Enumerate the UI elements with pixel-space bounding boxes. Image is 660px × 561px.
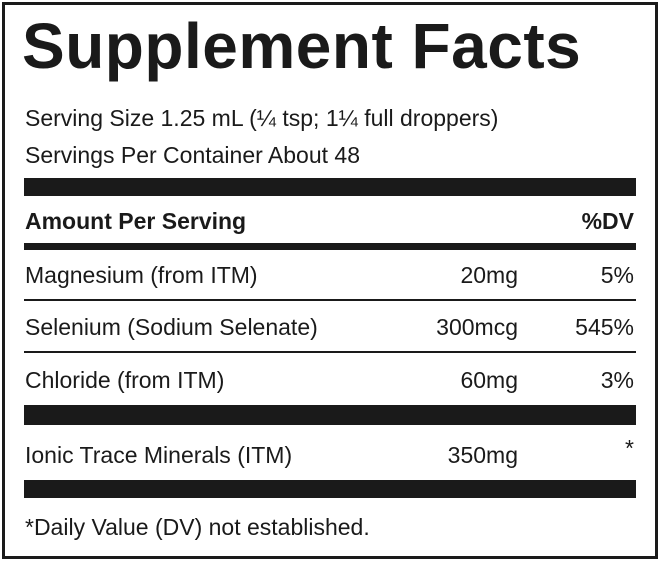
thin-rule: [24, 299, 636, 301]
row-amount: 300mcg: [436, 314, 518, 340]
thick-rule: [24, 178, 636, 196]
amount-header: Amount Per Serving: [25, 208, 247, 234]
thick-rule: [24, 405, 636, 425]
row-dv: 545%: [575, 314, 634, 340]
thick-rule: [24, 480, 636, 498]
medium-rule: [24, 243, 636, 250]
row-name: Chloride (from ITM): [25, 367, 225, 393]
row-amount: 350mg: [447, 442, 518, 468]
servings-per-container: Servings Per Container About 48: [25, 142, 360, 168]
footnote: *Daily Value (DV) not established.: [25, 514, 370, 540]
row-name: Ionic Trace Minerals (ITM): [25, 442, 293, 468]
dv-header: %DV: [581, 208, 634, 234]
title: Supplement Facts: [22, 10, 582, 82]
row-amount: 20mg: [460, 262, 518, 288]
row-dv: 3%: [600, 367, 634, 393]
row-name: Magnesium (from ITM): [25, 262, 258, 288]
row-name: Selenium (Sodium Selenate): [25, 314, 318, 340]
serving-size: Serving Size 1.25 mL (¼ tsp; 1¼ full dro…: [25, 105, 499, 131]
row-dv: 5%: [600, 262, 634, 288]
row-dv: *: [625, 435, 634, 461]
row-amount: 60mg: [460, 367, 518, 393]
thin-rule: [24, 351, 636, 353]
